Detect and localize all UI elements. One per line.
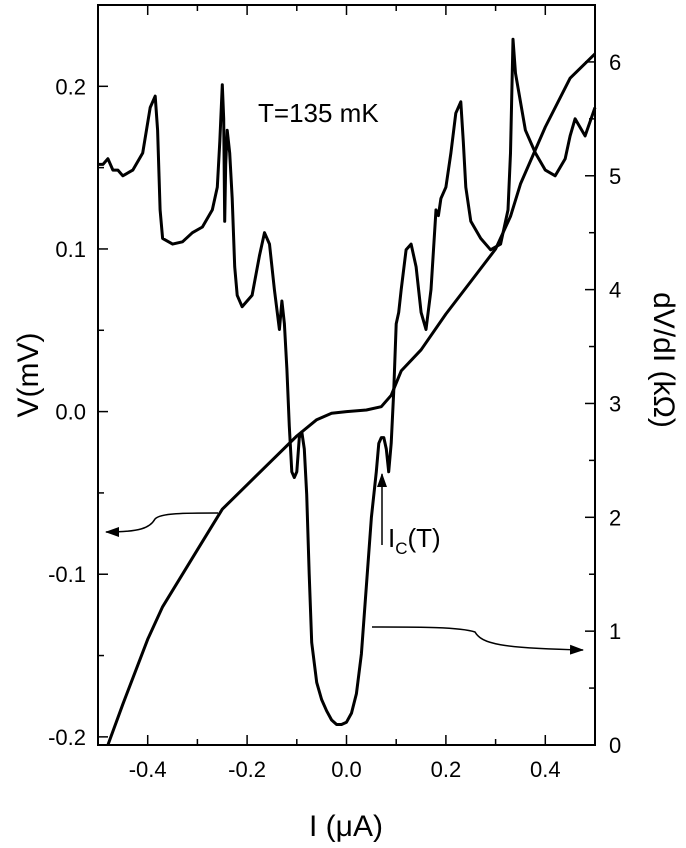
- y-tick-label: -0.1: [48, 562, 86, 587]
- y-tick-label: -0.2: [48, 725, 86, 750]
- x-tick-label: 0.2: [431, 757, 462, 782]
- x-tick-label: 0.0: [331, 757, 362, 782]
- y2-tick-label: 3: [609, 391, 621, 416]
- y2-tick-label: 1: [609, 619, 621, 644]
- y2-axis-title: dV/dI (kΩ): [647, 292, 680, 428]
- x-tick-label: -0.2: [228, 757, 266, 782]
- temperature-annotation: T=135 mK: [258, 98, 379, 128]
- y2-tick-label: 5: [609, 164, 621, 189]
- dvdi-curve: [98, 37, 597, 726]
- y-tick-label: 0.2: [55, 74, 86, 99]
- right-axis-arrow: [371, 626, 584, 655]
- y2-tick-label: 0: [609, 733, 621, 758]
- x-axis-title: I (μA): [309, 810, 383, 843]
- iv-curve: [106, 52, 597, 746]
- y2-tick-label: 4: [609, 278, 621, 303]
- y2-tick-label: 2: [609, 505, 621, 530]
- tick-labels: -0.4 -0.2 0.0 0.2 0.4 -0.2 -0.1 0.0 0.1 0.2 0 1 2 3 4 5…: [48, 50, 621, 782]
- y2-tick-label: 6: [609, 50, 621, 75]
- series-lines: [98, 37, 597, 746]
- y-axis-title: V(mV): [12, 333, 45, 418]
- plot-frame: [97, 4, 596, 746]
- left-axis-arrow: [105, 512, 219, 537]
- y-tick-label: 0.1: [55, 237, 86, 262]
- x-tick-label: 0.4: [530, 757, 561, 782]
- x-tick-label: -0.4: [129, 757, 167, 782]
- y-tick-label: 0.0: [55, 400, 86, 425]
- ic-label: IC(T): [388, 523, 441, 558]
